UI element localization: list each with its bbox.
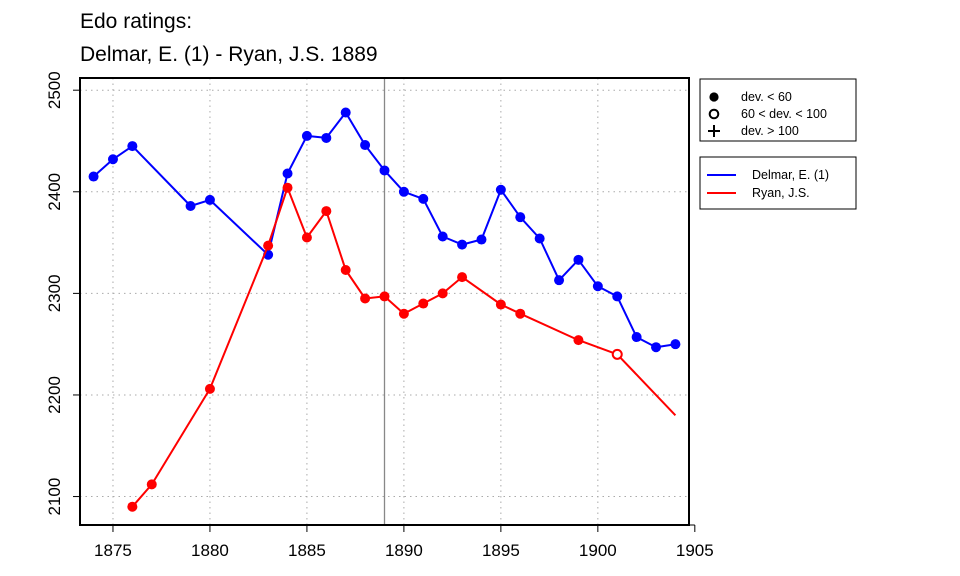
data-point: [107, 154, 118, 165]
data-point: [495, 184, 506, 195]
data-point: [340, 107, 351, 118]
marker-legend-box: [699, 78, 857, 142]
data-point: [418, 193, 429, 204]
x-tick-label: 1875: [94, 541, 132, 560]
chart-title-line-1: Edo ratings:: [80, 10, 192, 33]
x-tick-label: 1895: [482, 541, 520, 560]
x-tick-label: 1890: [385, 541, 423, 560]
x-tick-label: 1880: [191, 541, 229, 560]
open-circle-icon: [708, 108, 720, 120]
data-point: [282, 168, 293, 179]
data-point: [437, 231, 448, 242]
data-point: [554, 275, 565, 286]
x-tick-label: 1900: [579, 541, 617, 560]
data-point: [88, 171, 99, 182]
series-layer: [88, 107, 681, 512]
series-legend-box: [699, 156, 857, 210]
series-legend-label: Delmar, E. (1): [752, 168, 829, 182]
data-point: [457, 239, 468, 250]
data-point: [612, 291, 623, 302]
data-point: [437, 288, 448, 299]
data-point: [282, 182, 293, 193]
data-point: [301, 130, 312, 141]
data-point: [631, 332, 642, 343]
grid: [80, 78, 689, 525]
data-point: [185, 201, 196, 212]
data-point: [146, 479, 157, 490]
data-point-open: [611, 348, 623, 360]
data-point: [204, 383, 215, 394]
data-point: [651, 342, 662, 353]
marker-legend-label: dev. < 60: [741, 90, 792, 104]
data-point: [398, 308, 409, 319]
data-point: [301, 232, 312, 243]
data-point: [515, 212, 526, 223]
data-point: [592, 281, 603, 292]
data-point: [127, 141, 138, 152]
axes: 1875 1880 1885 1890 1895 1900 1905 2100 2200 2300…: [45, 71, 714, 560]
x-tick-label: 1885: [288, 541, 326, 560]
chart-title-line-2: Delmar, E. (1) - Ryan, J.S. 1889: [80, 43, 378, 66]
data-point: [495, 299, 506, 310]
data-point: [670, 339, 681, 350]
data-point: [534, 233, 545, 244]
data-point: [573, 335, 584, 346]
y-tick-label: 2200: [45, 376, 64, 414]
data-point: [360, 140, 371, 151]
marker-legend: dev. < 60 60 < dev. < 100 dev. > 100: [699, 78, 857, 142]
y-tick-label: 2400: [45, 173, 64, 211]
data-point: [515, 308, 526, 319]
data-point: [127, 501, 138, 512]
marker-legend-label: dev. > 100: [741, 124, 799, 138]
data-point: [418, 298, 429, 309]
series-legend-label: Ryan, J.S.: [752, 186, 810, 200]
data-point: [457, 272, 468, 283]
filled-circle-icon: [709, 92, 719, 102]
marker-legend-label: 60 < dev. < 100: [741, 107, 827, 121]
data-point: [379, 165, 390, 176]
data-point: [360, 293, 371, 304]
data-point: [263, 240, 274, 251]
data-point: [321, 132, 332, 143]
plus-icon: [708, 125, 720, 137]
y-tick-label: 2300: [45, 274, 64, 312]
y-tick-label: 2100: [45, 478, 64, 516]
data-point: [476, 234, 487, 245]
data-point: [321, 206, 332, 217]
data-point: [573, 254, 584, 265]
x-tick-label: 1905: [676, 541, 714, 560]
series-legend: Delmar, E. (1) Ryan, J.S.: [699, 156, 857, 210]
data-point: [398, 186, 409, 197]
data-point: [379, 291, 390, 302]
data-point: [204, 194, 215, 205]
y-tick-label: 2500: [45, 71, 64, 109]
data-point: [340, 265, 351, 276]
